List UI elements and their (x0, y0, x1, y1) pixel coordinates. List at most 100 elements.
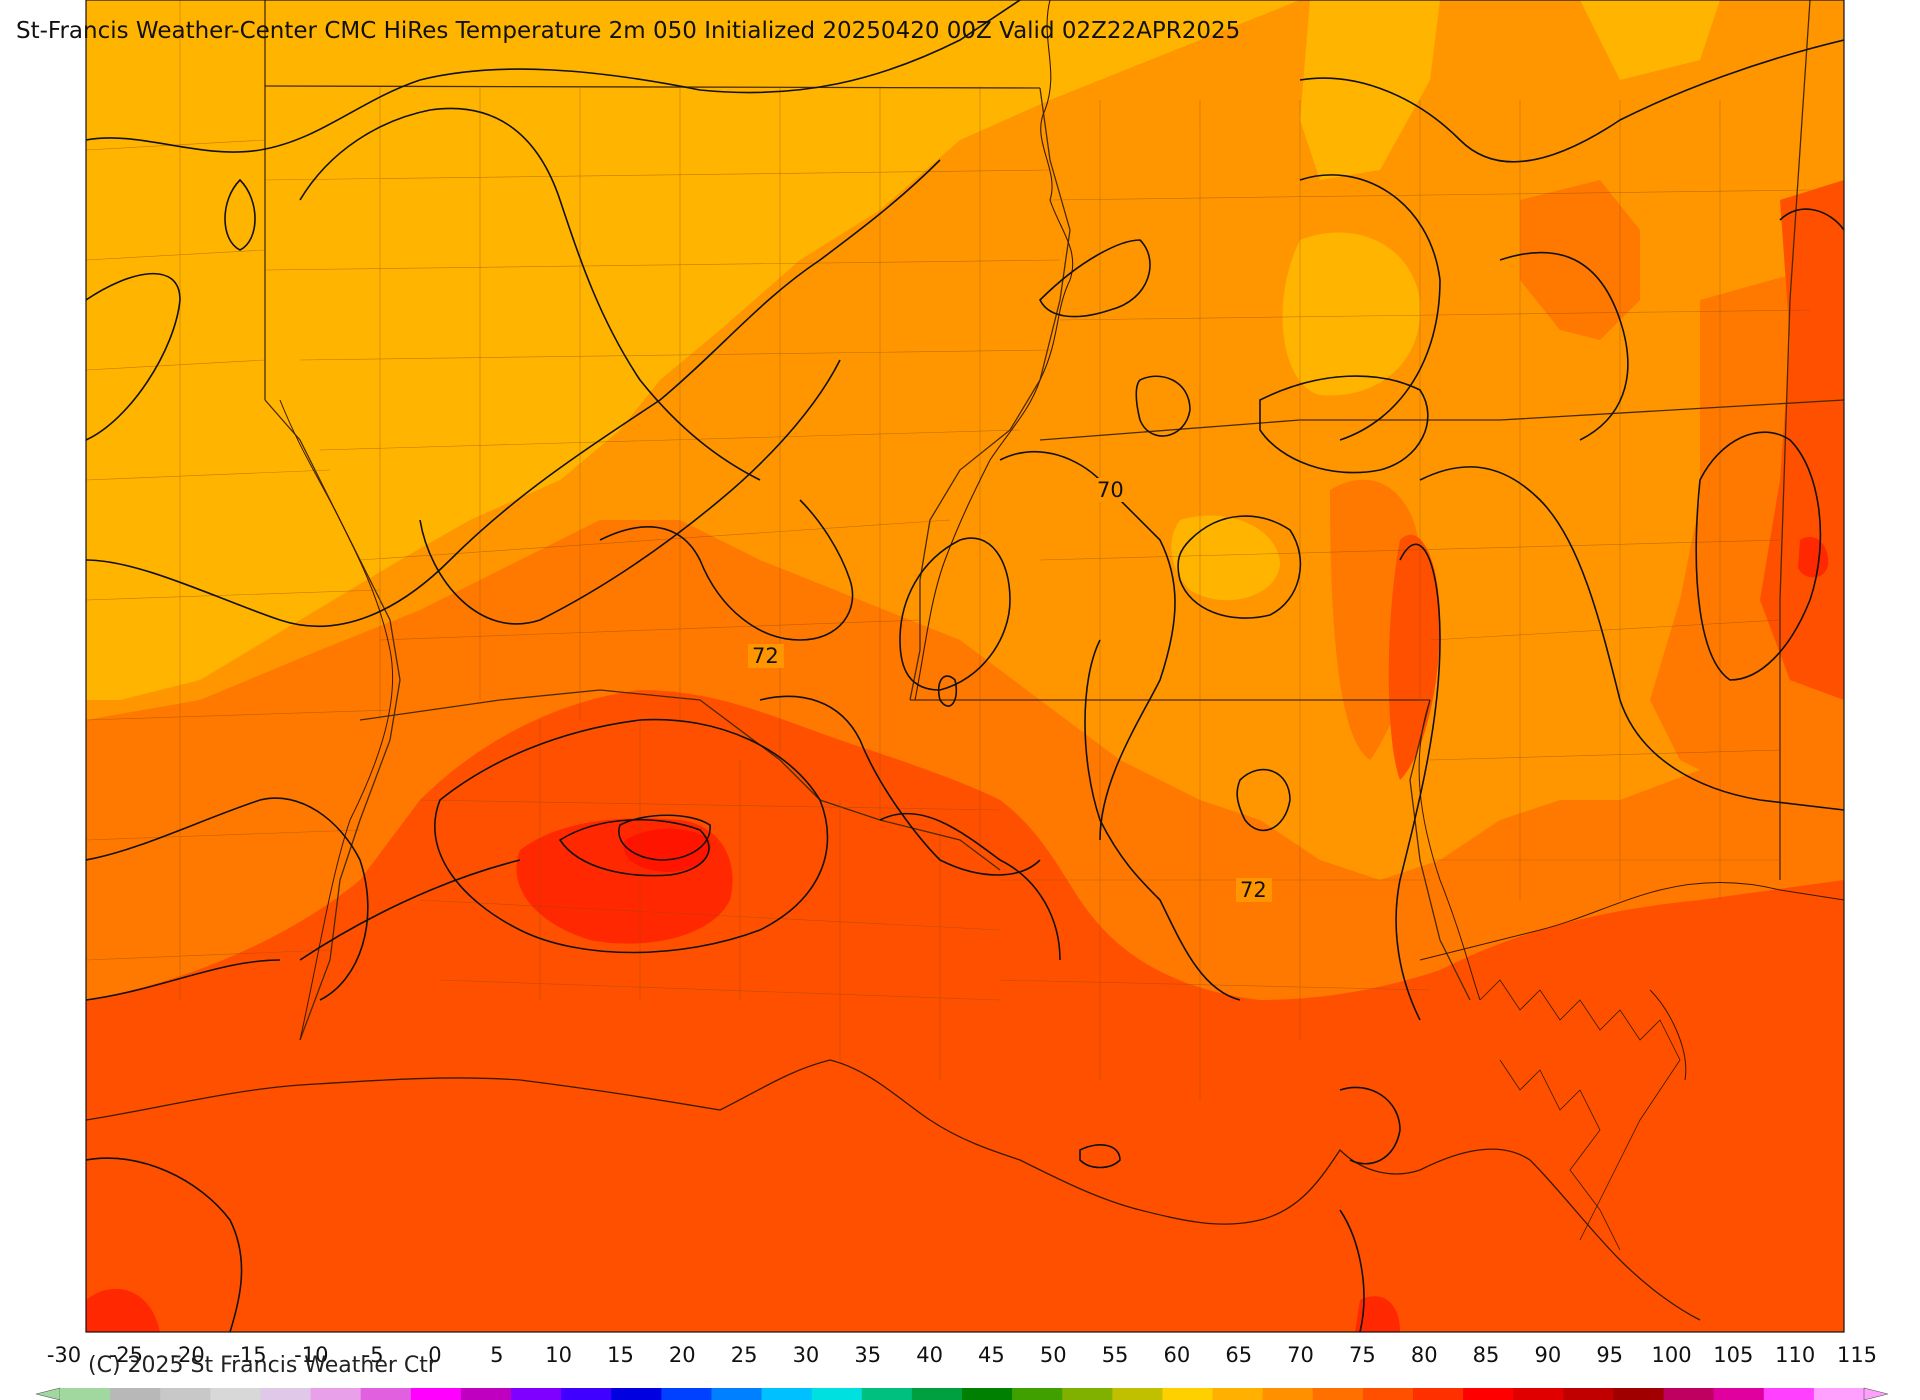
colorbar-swatch (811, 1388, 863, 1400)
eastern-river (1418, 699, 1481, 1001)
coastline (86, 1059, 1701, 1321)
colorbar-swatch (1413, 1388, 1464, 1400)
colorbar-tick-label: 95 (1596, 1343, 1623, 1367)
colorbar-tick-label: 35 (854, 1343, 881, 1367)
isotherm-line (558, 818, 710, 877)
colorbar-tick-labels: -30 -25 -20 -15 -10 -5 0 5 10 15 20 25 30 35 40 45 50 55 6… (47, 1343, 1877, 1367)
colorbar-swatch (511, 1388, 562, 1400)
colorbar-swatch (410, 1388, 462, 1400)
isotherm-line (434, 718, 829, 954)
map-frame (85, 0, 1845, 1333)
colorbar-swatch (1012, 1388, 1063, 1400)
colorbar-tick-label: -20 (170, 1343, 204, 1367)
isotherm-line (86, 797, 369, 1001)
colorbar-tick-label: 60 (1164, 1343, 1191, 1367)
isotherm-line (1177, 515, 1302, 619)
state-border (264, 399, 401, 1041)
isotherm-line (599, 499, 854, 641)
colorbar-swatch (360, 1388, 412, 1400)
colorbar-tick-label: 70 (1287, 1343, 1314, 1367)
island (1649, 989, 1687, 1081)
isotherm-line (86, 272, 181, 441)
isotherm-line (999, 450, 1176, 841)
colorbar-swatch (1463, 1388, 1514, 1400)
colorbar-swatch (160, 1388, 211, 1400)
state-border (1039, 399, 1844, 441)
colorbar-tick-label: 85 (1473, 1343, 1500, 1367)
colorbar-swatch (1813, 1388, 1865, 1400)
colorbar-tick-label: 15 (607, 1343, 634, 1367)
colorbar-swatches (35, 1387, 1889, 1400)
colorbar-swatch (210, 1388, 261, 1400)
colorbar-tick-label: -10 (294, 1343, 328, 1367)
isotherm-line (1339, 1086, 1401, 1165)
colorbar-swatch (1763, 1388, 1815, 1400)
isotherm-line (1039, 239, 1151, 318)
fill-region-light-orange (1171, 515, 1280, 601)
coastline (1419, 882, 1844, 961)
isotherm-line (879, 812, 1061, 961)
contour-labels: 70 72 72 (748, 478, 1272, 902)
colorbar-swatch (310, 1388, 362, 1400)
fill-region-light-orange (1300, 0, 1440, 180)
colorbar-tick-label: 40 (916, 1343, 943, 1367)
colorbar-tick-label: 65 (1225, 1343, 1252, 1367)
isotherm-contours (86, 0, 1844, 1332)
isotherm-line (299, 107, 761, 481)
colorbar-swatch (1162, 1388, 1214, 1400)
isotherm-line (224, 178, 256, 251)
colorbar-tick-label: 5 (490, 1343, 503, 1367)
county-lines (86, 0, 1811, 1100)
isotherm-line (899, 537, 1011, 691)
isotherm-line (1084, 639, 1241, 1001)
colorbar-swatch (1212, 1388, 1264, 1400)
mississippi-river (914, 0, 1074, 701)
state-border (1409, 699, 1471, 1001)
colorbar-tick-label: 45 (978, 1343, 1005, 1367)
colorbar-swatch (1663, 1388, 1715, 1400)
temperature-colorbar: -30 -25 -20 -15 -10 -5 0 5 10 15 20 25 30 35 40 45 50 55 6… (35, 1343, 1889, 1400)
fill-region-dark-orange (1520, 180, 1640, 340)
colorbar-swatch (911, 1388, 963, 1400)
colorbar-tick-label: 90 (1534, 1343, 1561, 1367)
fill-region-red (1355, 1296, 1400, 1332)
colorbar-swatch (1062, 1388, 1113, 1400)
colorbar-tick-label: 80 (1411, 1343, 1438, 1367)
map-title: St-Francis Weather-Center CMC HiRes Temp… (16, 18, 1241, 44)
colorbar-swatch (1112, 1388, 1163, 1400)
colorbar-tick-label: -30 (47, 1343, 81, 1367)
colorbar-swatch (1262, 1388, 1314, 1400)
isotherm-line (86, 959, 281, 1001)
colorbar-tick-label: -5 (363, 1343, 384, 1367)
colorbar-swatch (1312, 1388, 1364, 1400)
isotherm-line (1779, 208, 1844, 231)
colorbar-swatch (60, 1388, 111, 1400)
colorbar-tick-label: 20 (669, 1343, 696, 1367)
colorbar-tick-label: 105 (1713, 1343, 1753, 1367)
isotherm-line (759, 695, 1041, 876)
isotherm-line (1299, 174, 1441, 441)
fill-region-bright-red (623, 828, 711, 872)
colorbar-swatch (1362, 1388, 1414, 1400)
colorbar-swatch (761, 1388, 813, 1400)
colorbar-swatch (561, 1388, 612, 1400)
isotherm-line (86, 0, 1021, 153)
isotherm-line (86, 1157, 243, 1332)
copyright-notice: (C) 2025 St Francis Weather Ctr (88, 1353, 437, 1378)
isotherm-line (1395, 543, 1441, 1021)
isotherm-line (1695, 431, 1822, 681)
colorbar-tick-label: 10 (545, 1343, 572, 1367)
colorbar-swatch (260, 1388, 312, 1400)
marsh-coast (1479, 979, 1681, 1241)
fill-region-red-orange (1388, 534, 1440, 780)
fill-region-light-orange (1282, 232, 1421, 396)
state-border (264, 85, 1041, 89)
colorbar-tick-label: 30 (793, 1343, 820, 1367)
colorbar-tick-label: 50 (1040, 1343, 1067, 1367)
isotherm-line (1079, 1144, 1121, 1169)
colorbar-tick-label: 100 (1651, 1343, 1691, 1367)
isotherm-line (1419, 466, 1844, 811)
colorbar-min-arrow (35, 1387, 61, 1400)
isotherm-line (1499, 251, 1629, 441)
